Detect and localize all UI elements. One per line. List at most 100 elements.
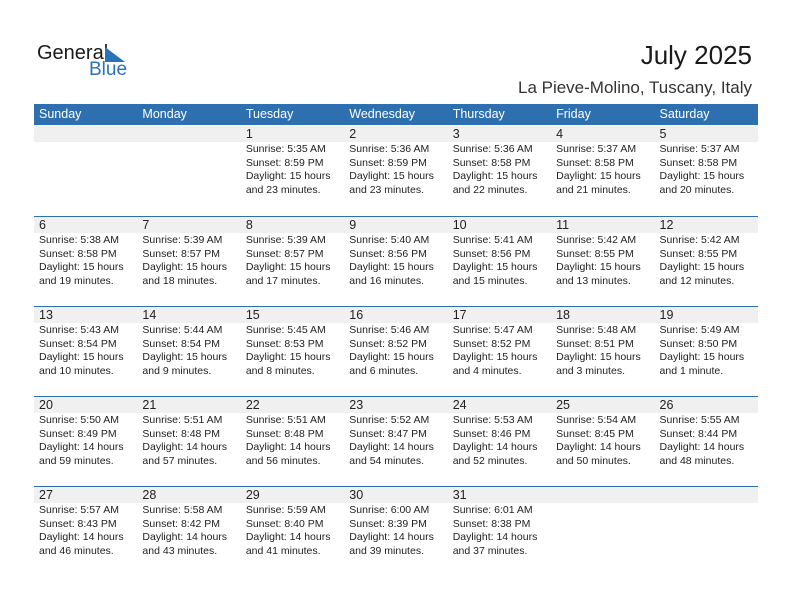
day-cell: 27 Sunrise: 5:57 AM Sunset: 8:43 PM Dayligh… xyxy=(34,487,137,576)
daylight-text: Daylight: 14 hours xyxy=(452,441,538,453)
day-number: 21 xyxy=(142,398,157,412)
day-number: 20 xyxy=(39,398,53,412)
day-cell: 16 Sunrise: 5:46 AM Sunset: 8:52 PM Dayligh… xyxy=(344,307,447,396)
day-number: 15 xyxy=(245,308,260,322)
sunrise-text: Sunrise: 5:43 AM xyxy=(39,324,119,336)
daylight-minutes-text: and 22 minutes. xyxy=(452,183,528,196)
sunrise-text: Sunrise: 5:47 AM xyxy=(452,324,533,336)
daylight-text: Daylight: 15 hours xyxy=(245,351,331,363)
empty-cell xyxy=(551,487,654,576)
daylight-text: Daylight: 15 hours xyxy=(556,351,641,363)
day-cell: 20 Sunrise: 5:50 AM Sunset: 8:49 PM Dayligh… xyxy=(34,397,137,486)
daylight-text: Daylight: 15 hours xyxy=(142,351,228,363)
daylight-text: Daylight: 15 hours xyxy=(39,261,124,273)
sunset-text: Sunset: 8:55 PM xyxy=(659,247,738,260)
daylight-text: Daylight: 15 hours xyxy=(556,261,641,273)
daylight-text: Daylight: 15 hours xyxy=(39,351,124,363)
week-row: 27 Sunrise: 5:57 AM Sunset: 8:43 PM Dayligh… xyxy=(34,486,758,576)
daylight-minutes-text: and 43 minutes. xyxy=(142,544,218,557)
day-number-band xyxy=(34,397,758,413)
day-number: 17 xyxy=(452,308,467,322)
daylight-text: Daylight: 14 hours xyxy=(452,531,538,543)
week-row: 13 Sunrise: 5:43 AM Sunset: 8:54 PM Dayligh… xyxy=(34,306,758,396)
day-number-band xyxy=(34,307,758,323)
day-number: 25 xyxy=(556,398,571,412)
day-number: 22 xyxy=(245,398,260,412)
daylight-minutes-text: and 48 minutes. xyxy=(659,454,735,467)
weekday-sunday: Sunday xyxy=(39,107,82,121)
sunrise-text: Sunrise: 5:38 AM xyxy=(39,234,119,246)
weekday-monday: Monday xyxy=(142,107,187,121)
daylight-minutes-text: and 23 minutes. xyxy=(349,183,424,196)
daylight-text: Daylight: 15 hours xyxy=(245,261,331,273)
daylight-text: Daylight: 15 hours xyxy=(659,261,745,273)
day-cell: 9 Sunrise: 5:40 AM Sunset: 8:56 PM Daylight… xyxy=(344,217,447,306)
sunset-text: Sunset: 8:56 PM xyxy=(349,247,427,260)
daylight-minutes-text: and 37 minutes. xyxy=(452,544,528,557)
day-cell: 4 Sunrise: 5:37 AM Sunset: 8:58 PM Daylight… xyxy=(551,126,654,216)
sunrise-text: Sunrise: 5:37 AM xyxy=(556,143,637,155)
sunset-text: Sunset: 8:54 PM xyxy=(39,337,117,350)
day-number: 19 xyxy=(659,308,674,322)
week-row: 1 Sunrise: 5:35 AM Sunset: 8:59 PM Daylight… xyxy=(34,126,758,216)
day-cell: 6 Sunrise: 5:38 AM Sunset: 8:58 PM Daylight… xyxy=(34,217,137,306)
sunset-text: Sunset: 8:58 PM xyxy=(659,156,738,169)
calendar-grid: 1 Sunrise: 5:35 AM Sunset: 8:59 PM Daylight… xyxy=(34,126,758,576)
daylight-minutes-text: and 19 minutes. xyxy=(39,274,114,287)
sunrise-text: Sunrise: 5:39 AM xyxy=(245,234,326,246)
day-number-band xyxy=(34,487,758,503)
day-number: 4 xyxy=(556,127,564,141)
daylight-text: Daylight: 14 hours xyxy=(142,441,228,453)
daylight-text: Daylight: 14 hours xyxy=(39,531,124,543)
sunset-text: Sunset: 8:42 PM xyxy=(142,517,221,530)
day-number: 10 xyxy=(452,218,467,232)
sunrise-text: Sunrise: 5:49 AM xyxy=(659,324,740,336)
sunrise-text: Sunrise: 5:57 AM xyxy=(39,504,119,516)
sunrise-text: Sunrise: 5:52 AM xyxy=(349,414,430,426)
day-cell: 3 Sunrise: 5:36 AM Sunset: 8:58 PM Daylight… xyxy=(448,126,551,216)
day-number: 27 xyxy=(39,488,53,502)
daylight-text: Daylight: 14 hours xyxy=(659,441,745,453)
sunrise-text: Sunrise: 5:51 AM xyxy=(142,414,223,426)
day-cell: 15 Sunrise: 5:45 AM Sunset: 8:53 PM Dayligh… xyxy=(241,307,344,396)
day-number: 29 xyxy=(245,488,260,502)
sunset-text: Sunset: 8:44 PM xyxy=(659,427,738,440)
daylight-text: Daylight: 15 hours xyxy=(245,170,331,182)
sunset-text: Sunset: 8:52 PM xyxy=(349,337,427,350)
day-cell: 19 Sunrise: 5:49 AM Sunset: 8:50 PM Dayligh… xyxy=(655,307,758,396)
day-number: 26 xyxy=(659,398,674,412)
sunset-text: Sunset: 8:46 PM xyxy=(452,427,531,440)
sunset-text: Sunset: 8:51 PM xyxy=(556,337,634,350)
sunset-text: Sunset: 8:49 PM xyxy=(39,427,117,440)
sunset-text: Sunset: 8:59 PM xyxy=(245,156,324,169)
day-cell: 7 Sunrise: 5:39 AM Sunset: 8:57 PM Daylight… xyxy=(137,217,240,306)
daylight-text: Daylight: 14 hours xyxy=(245,441,331,453)
day-number: 16 xyxy=(349,308,364,322)
day-cell: 10 Sunrise: 5:41 AM Sunset: 8:56 PM Dayligh… xyxy=(448,217,551,306)
daylight-text: Daylight: 14 hours xyxy=(39,441,124,453)
daylight-minutes-text: and 59 minutes. xyxy=(39,454,114,467)
sunrise-text: Sunrise: 5:55 AM xyxy=(659,414,740,426)
daylight-minutes-text: and 8 minutes. xyxy=(245,364,315,377)
day-cell: 21 Sunrise: 5:51 AM Sunset: 8:48 PM Dayligh… xyxy=(137,397,240,486)
sunset-text: Sunset: 8:58 PM xyxy=(452,156,531,169)
day-number: 11 xyxy=(556,218,570,232)
weekday-friday: Friday xyxy=(556,107,591,121)
day-number: 14 xyxy=(142,308,157,322)
logo-general: General xyxy=(37,42,109,64)
sunset-text: Sunset: 8:45 PM xyxy=(556,427,634,440)
day-number: 9 xyxy=(349,218,357,232)
daylight-text: Daylight: 15 hours xyxy=(556,170,641,182)
sunset-text: Sunset: 8:38 PM xyxy=(452,517,531,530)
sunrise-text: Sunrise: 5:50 AM xyxy=(39,414,119,426)
weekday-saturday: Saturday xyxy=(659,107,710,121)
day-number-band xyxy=(34,217,758,233)
day-number: 12 xyxy=(659,218,674,232)
day-cell: 26 Sunrise: 5:55 AM Sunset: 8:44 PM Dayligh… xyxy=(655,397,758,486)
daylight-text: Daylight: 14 hours xyxy=(349,441,434,453)
daylight-text: Daylight: 15 hours xyxy=(349,170,434,182)
daylight-text: Daylight: 15 hours xyxy=(452,351,538,363)
sunrise-text: Sunrise: 5:51 AM xyxy=(245,414,326,426)
sunset-text: Sunset: 8:57 PM xyxy=(142,247,221,260)
